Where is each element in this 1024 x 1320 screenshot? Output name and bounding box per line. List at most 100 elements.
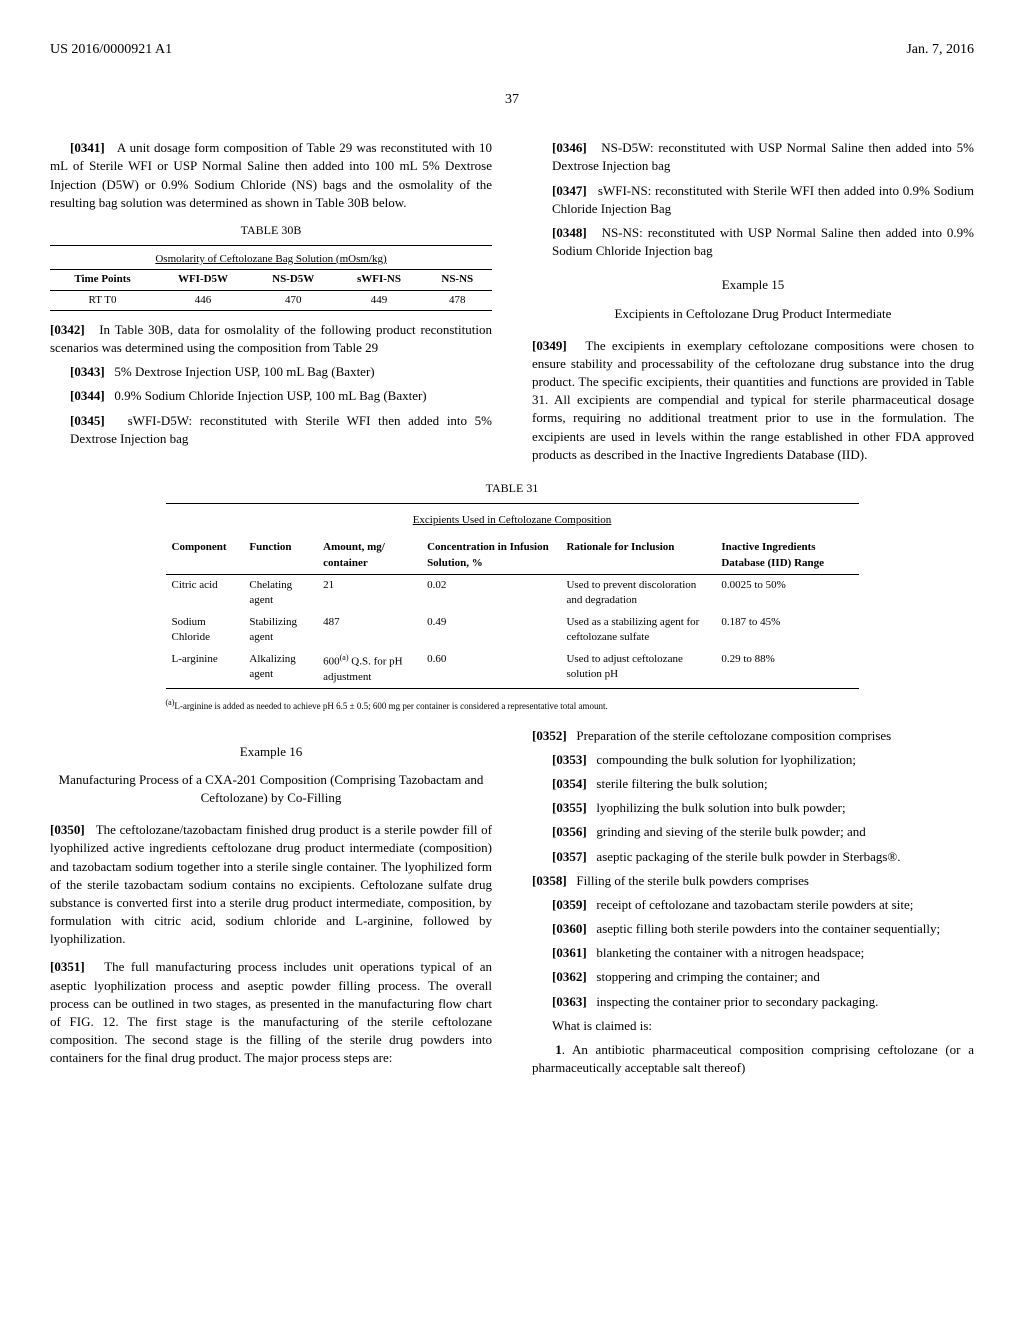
table30b: Osmolarity of Ceftolozane Bag Solution (… [50,245,492,311]
para-num: [0356] [552,824,587,839]
para-num: [0362] [552,969,587,984]
para-text: blanketing the container with a nitrogen… [596,945,864,960]
page-header: US 2016/0000921 A1 Jan. 7, 2016 [50,40,974,60]
paragraph-0349: [0349] The excipients in exemplary cefto… [532,337,974,464]
paragraph-0361: [0361] blanketing the container with a n… [532,944,974,962]
para-num: [0345] [70,413,105,428]
table-cell: 470 [251,290,335,310]
table-cell: 478 [423,290,492,310]
claims-title: What is claimed is: [532,1017,974,1035]
para-text: 0.9% Sodium Chloride Injection USP, 100 … [114,388,426,403]
para-num: [0348] [552,225,587,240]
paragraph-0344: [0344] 0.9% Sodium Chloride Injection US… [50,387,492,405]
table-cell: 449 [335,290,422,310]
table-cell: Alkalizing agent [243,649,317,689]
table31-footnote: (a)L-arginine is added as needed to achi… [166,697,859,713]
paragraph-0353: [0353] compounding the bulk solution for… [532,751,974,769]
paragraph-0351: [0351] The full manufacturing process in… [50,958,492,1067]
table-cell: Used as a stabilizing agent for ceftoloz… [560,612,715,649]
para-text: Preparation of the sterile ceftolozane c… [576,728,891,743]
table-header: Inactive Ingredients Database (IID) Rang… [715,537,858,574]
paragraph-0363: [0363] inspecting the container prior to… [532,993,974,1011]
right-column-lower: [0352] Preparation of the sterile ceftol… [532,727,974,1084]
table31-title: TABLE 31 [166,480,859,497]
para-num: [0350] [50,822,85,837]
table30b-subtitle: Osmolarity of Ceftolozane Bag Solution (… [50,250,492,270]
publication-date: Jan. 7, 2016 [906,40,974,60]
table-cell: L-arginine [166,649,244,689]
table-cell: RT T0 [50,290,155,310]
claim-text: . An antibiotic pharmaceutical compositi… [532,1042,974,1075]
para-text: NS-D5W: reconstituted with USP Normal Sa… [552,140,974,173]
page-number: 37 [50,90,974,110]
paragraph-0345: [0345] sWFI-D5W: reconstituted with Ster… [50,412,492,448]
paragraph-0342: [0342] In Table 30B, data for osmolality… [50,321,492,357]
para-num: [0341] [70,140,105,155]
para-num: [0353] [552,752,587,767]
para-text: In Table 30B, data for osmolality of the… [50,322,492,355]
claim-1: 1. An antibiotic pharmaceutical composit… [532,1041,974,1077]
para-num: [0360] [552,921,587,936]
example15-subtitle: Excipients in Ceftolozane Drug Product I… [532,305,974,323]
paragraph-0346: [0346] NS-D5W: reconstituted with USP No… [532,139,974,175]
para-text: compounding the bulk solution for lyophi… [596,752,856,767]
para-text: The excipients in exemplary ceftolozane … [532,338,974,462]
table-header: Amount, mg/ container [317,537,421,574]
table-cell: Used to adjust ceftolozane solution pH [560,649,715,689]
para-text: inspecting the container prior to second… [596,994,878,1009]
para-text: A unit dosage form composition of Table … [50,140,492,210]
para-num: [0355] [552,800,587,815]
table-row: L-arginine Alkalizing agent 600(a) Q.S. … [166,649,859,689]
table-cell: 21 [317,574,421,611]
table-cell: 0.29 to 88% [715,649,858,689]
para-num: [0342] [50,322,85,337]
para-num: [0358] [532,873,567,888]
para-text: receipt of ceftolozane and tazobactam st… [596,897,913,912]
paragraph-0354: [0354] sterile filtering the bulk soluti… [532,775,974,793]
example15-title: Example 15 [532,276,974,294]
table-cell: 446 [155,290,251,310]
example16-title: Example 16 [50,743,492,761]
para-text: sterile filtering the bulk solution; [596,776,767,791]
table-header: Component [166,537,244,574]
para-num: [0361] [552,945,587,960]
table-cell: 0.0025 to 50% [715,574,858,611]
paragraph-0357: [0357] aseptic packaging of the sterile … [532,848,974,866]
para-text: stoppering and crimping the container; a… [596,969,819,984]
lower-content: Example 16 Manufacturing Process of a CX… [50,727,974,1084]
table-header: Time Points [50,270,155,290]
table-header: sWFI-NS [335,270,422,290]
left-column-lower: Example 16 Manufacturing Process of a CX… [50,727,492,1084]
para-num: [0363] [552,994,587,1009]
table-header: Concentration in Infusion Solution, % [421,537,560,574]
table31-wrapper: TABLE 31 Excipients Used in Ceftolozane … [166,480,859,713]
right-column-upper: [0346] NS-D5W: reconstituted with USP No… [532,139,974,470]
para-num: [0359] [552,897,587,912]
para-num: [0344] [70,388,105,403]
para-text: The full manufacturing process includes … [50,959,492,1065]
example16-subtitle: Manufacturing Process of a CXA-201 Compo… [50,771,492,807]
para-num: [0347] [552,183,587,198]
para-text: NS-NS: reconstituted with USP Normal Sal… [552,225,974,258]
paragraph-0347: [0347] sWFI-NS: reconstituted with Steri… [532,182,974,218]
upper-content: [0341] A unit dosage form composition of… [50,139,974,470]
para-text: sWFI-NS: reconstituted with Sterile WFI … [552,183,974,216]
left-column-upper: [0341] A unit dosage form composition of… [50,139,492,470]
table-cell: 487 [317,612,421,649]
para-num: [0349] [532,338,567,353]
paragraph-0355: [0355] lyophilizing the bulk solution in… [532,799,974,817]
table-cell: 600(a) Q.S. for pH adjustment [317,649,421,689]
table-cell: 0.02 [421,574,560,611]
paragraph-0341: [0341] A unit dosage form composition of… [50,139,492,212]
paragraph-0343: [0343] 5% Dextrose Injection USP, 100 mL… [50,363,492,381]
para-num: [0357] [552,849,587,864]
table-cell: Sodium Chloride [166,612,244,649]
table-cell: Used to prevent discoloration and degrad… [560,574,715,611]
para-text: The ceftolozane/tazobactam finished drug… [50,822,492,946]
para-text: lyophilizing the bulk solution into bulk… [596,800,845,815]
paragraph-0359: [0359] receipt of ceftolozane and tazoba… [532,896,974,914]
para-text: grinding and sieving of the sterile bulk… [596,824,865,839]
patent-number: US 2016/0000921 A1 [50,40,172,60]
table-cell: 0.60 [421,649,560,689]
para-text: 5% Dextrose Injection USP, 100 mL Bag (B… [114,364,374,379]
